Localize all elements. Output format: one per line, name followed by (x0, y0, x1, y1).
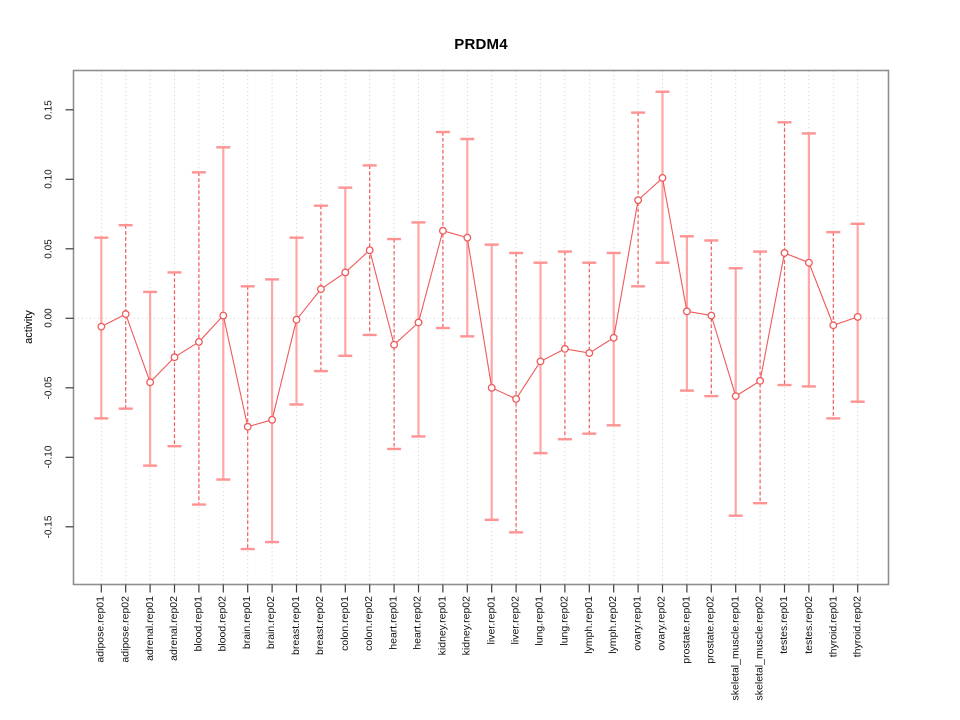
x-tick-label: adipose.rep02 (119, 596, 132, 663)
data-point (194, 337, 203, 346)
data-point (243, 422, 252, 431)
x-tick-label: thyroid.rep01 (826, 596, 839, 658)
data-point (121, 310, 130, 319)
x-tick-label: kidney.rep01 (436, 596, 449, 656)
data-point (658, 173, 667, 182)
data-point (634, 196, 643, 205)
x-tick-label: ovary.rep02 (656, 596, 668, 651)
data-point (731, 392, 740, 401)
x-tick-label: skeletal_muscle.rep01 (729, 596, 742, 701)
x-tick-label: adrenal.rep01 (143, 596, 156, 661)
data-point (390, 340, 399, 349)
data-point (829, 321, 838, 330)
data-point (341, 268, 350, 277)
x-tick-label: brain.rep02 (265, 596, 278, 650)
x-tick-label: prostate.rep02 (704, 596, 717, 664)
data-point (560, 344, 569, 353)
data-point (438, 226, 447, 235)
data-point (487, 383, 496, 392)
data-point (316, 285, 325, 294)
y-tick-label: 0.15 (43, 100, 55, 120)
data-point (707, 311, 716, 320)
x-tick-label: adrenal.rep02 (168, 596, 180, 661)
data-point (414, 318, 423, 327)
data-point (512, 394, 521, 403)
x-tick-label: adipose.rep01 (94, 596, 107, 663)
y-tick-label: 0.00 (43, 308, 55, 329)
x-tick-label: heart.rep01 (387, 596, 400, 650)
data-point (292, 315, 301, 324)
data-point (268, 415, 277, 424)
x-tick-label: brain.rep01 (241, 596, 254, 650)
x-tick-label: breast.rep01 (290, 596, 302, 655)
x-tick-label: prostate.rep01 (680, 596, 693, 664)
x-tick-label: thyroid.rep02 (851, 596, 864, 658)
x-tick-label: heart.rep02 (412, 596, 424, 650)
data-point (609, 333, 618, 342)
data-point (780, 249, 789, 257)
data-point (585, 349, 594, 357)
data-point (219, 311, 228, 320)
data-point (756, 376, 765, 385)
data-point (463, 233, 472, 242)
x-tick-label: lung.rep01 (534, 596, 546, 646)
x-tick-label: kidney.rep02 (460, 596, 473, 656)
x-tick-label: blood.rep01 (192, 596, 205, 652)
data-point (682, 307, 691, 316)
x-tick-label: testes.rep02 (802, 596, 815, 654)
data-point (536, 357, 545, 366)
x-tick-label: liver.rep01 (485, 596, 498, 645)
x-tick-label: blood.rep02 (216, 596, 229, 652)
data-point (365, 246, 374, 255)
data-point (146, 378, 155, 387)
x-tick-label: testes.rep01 (778, 596, 790, 654)
series-line (101, 176, 858, 428)
x-tick-label: colon.rep01 (338, 596, 351, 651)
data-point (804, 258, 813, 267)
x-tick-label: lymph.rep02 (607, 596, 620, 654)
y-tick-label: 0.05 (43, 239, 55, 259)
y-tick-label: -0.15 (43, 515, 55, 539)
data-point (97, 322, 106, 331)
x-tick-label: lung.rep02 (558, 596, 571, 646)
x-tick-label: lymph.rep01 (582, 596, 595, 654)
x-tick-label: breast.rep02 (314, 596, 327, 655)
data-point (170, 353, 179, 362)
y-tick-label: -0.05 (43, 376, 55, 400)
x-tick-label: liver.rep02 (509, 596, 522, 645)
plot-border (72, 69, 890, 586)
x-tick-label: skeletal_muscle.rep02 (753, 596, 766, 701)
chart-title: PRDM4 (454, 36, 508, 53)
x-tick-label: ovary.rep01 (631, 596, 644, 651)
data-point (853, 312, 862, 321)
y-tick-label: 0.10 (43, 169, 55, 190)
x-tick-label: colon.rep02 (363, 596, 376, 651)
y-tick-label: -0.10 (43, 445, 55, 469)
